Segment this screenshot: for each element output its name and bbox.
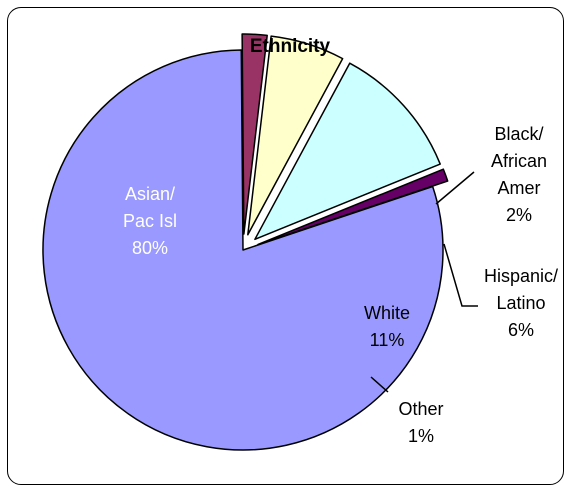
slice-label-line: Amer [497,178,540,198]
pie-slices [42,33,449,451]
slice-label-4: Other 1% [398,399,443,446]
slice-label-line: 80% [132,238,168,258]
slice-labels: Asian/Pac Isl 80% Black/African Amer 2% Hispa… [123,124,558,446]
slice-label-0: Asian/Pac Isl 80% [123,184,177,258]
chart-title: Ethnicity [250,36,331,57]
pie-slice-3 [254,62,441,241]
pie-slice-4 [257,168,449,246]
leader-line-2 [443,243,478,307]
leader-line-1 [435,171,475,205]
slice-label-line: Latino [496,293,545,313]
slice-label-line: African [491,151,547,171]
slice-label-line: Black/ [494,124,543,144]
slice-label-line: Asian/ [125,184,175,204]
slice-label-line: 6% [508,320,534,340]
slice-label-line: 11% [370,330,405,350]
pie-slice-2 [247,35,344,236]
pie-slice-1 [241,33,268,235]
leader-lines [370,171,478,393]
slice-label-1: Black/African Amer 2% [491,124,547,225]
slice-label-line: Hispanic/ [484,266,558,286]
leader-line-4 [370,376,389,393]
pie-slice-0 [42,49,444,451]
slice-label-line: Other [398,399,443,419]
slice-label-line: Pac Isl [123,211,177,231]
slice-label-2: Hispanic/Latino 6% [484,266,558,340]
slice-label-line: White [364,303,410,323]
slice-label-line: 1% [408,426,434,446]
slice-label-line: 2% [506,205,532,225]
slice-label-3: White 11% [364,303,410,350]
